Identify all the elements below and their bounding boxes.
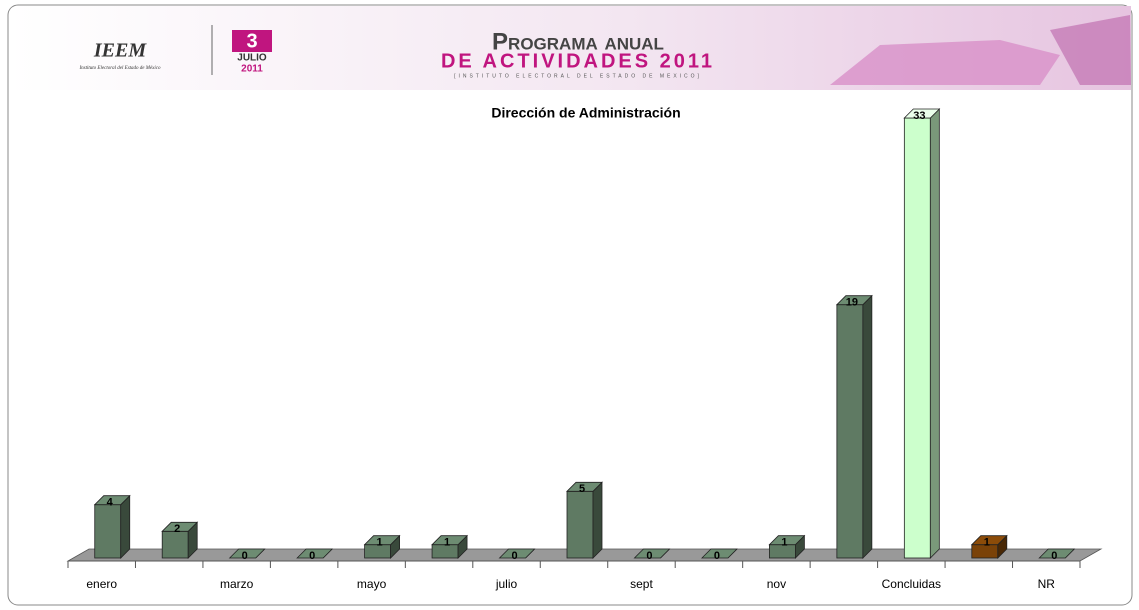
value-label: 1 (377, 537, 383, 549)
bar-top (768, 535, 806, 546)
badge-box (232, 30, 272, 52)
value-label: 4 (107, 497, 114, 509)
bar (1038, 548, 1076, 559)
bar-top (1038, 548, 1076, 559)
x-tick-label: nov (767, 577, 786, 591)
bar (431, 534, 469, 559)
bar-top (228, 548, 266, 559)
bar (161, 521, 199, 559)
bar (566, 481, 603, 559)
banner-subtitle: de actividades 2011 (441, 50, 715, 72)
bar-front (566, 490, 594, 559)
logo: IEEM (93, 40, 147, 62)
value-label: 2 (174, 523, 180, 535)
x-tick-label: NR (1038, 577, 1056, 591)
bar-top (566, 481, 603, 492)
badge-day: 3 (246, 30, 257, 52)
bar (296, 548, 334, 559)
bar-side (592, 481, 603, 559)
value-label: 1 (781, 537, 787, 549)
value-label: 0 (714, 550, 720, 562)
value-label: 0 (1051, 550, 1057, 562)
bar (903, 108, 941, 559)
value-label: 33 (913, 110, 925, 122)
banner-graphic (830, 40, 1060, 85)
bar (700, 548, 738, 559)
badge-year: 2011 (241, 64, 263, 75)
value-label: 0 (511, 550, 517, 562)
bar-front (903, 117, 931, 559)
bar-top (296, 548, 334, 559)
bar-top (93, 495, 131, 506)
bar (228, 548, 266, 559)
x-tick-label: marzo (220, 577, 254, 591)
bar (970, 534, 1008, 559)
bar-top (970, 535, 1008, 546)
chart-title: Dirección de Administración (491, 105, 680, 121)
bar-front (161, 530, 189, 559)
x-tick-label: Concluidas (882, 577, 941, 591)
value-label: 0 (242, 550, 248, 562)
value-label: 0 (646, 550, 652, 562)
x-tick-label: sept (630, 577, 653, 591)
bar-side (120, 494, 131, 559)
bar-front (836, 304, 864, 559)
logo-caption: Instituto Electoral del Estado de México (79, 66, 161, 71)
bar-side (929, 108, 940, 559)
bar-top (835, 295, 873, 306)
bar (768, 534, 806, 559)
bar-front (94, 504, 122, 559)
badge-month: JULIO (237, 53, 267, 64)
bar-top (363, 535, 401, 546)
bar-top (633, 548, 671, 559)
value-label: 0 (309, 550, 315, 562)
bar (363, 534, 401, 559)
value-label: 19 (846, 297, 858, 309)
banner-title: Programa anual (492, 28, 664, 55)
bar-top (498, 548, 536, 559)
bar (498, 548, 536, 559)
x-tick-label: mayo (357, 577, 387, 591)
bar-top (161, 521, 199, 532)
bar-top (431, 535, 469, 546)
bar-top (700, 548, 738, 559)
value-label: 1 (444, 537, 450, 549)
value-label: 1 (984, 537, 990, 549)
bar (633, 548, 671, 559)
banner-caption: [INSTITUTO ELECTORAL DEL ESTADO DE MEXIC… (454, 73, 702, 79)
banner-graphic (1050, 15, 1131, 85)
value-label: 5 (579, 483, 585, 495)
x-tick-label: enero (86, 577, 117, 591)
x-tick-label: julio (495, 577, 518, 591)
bar-top (903, 108, 941, 119)
bar (93, 494, 131, 559)
bar (835, 294, 873, 559)
bar-side (862, 294, 873, 559)
